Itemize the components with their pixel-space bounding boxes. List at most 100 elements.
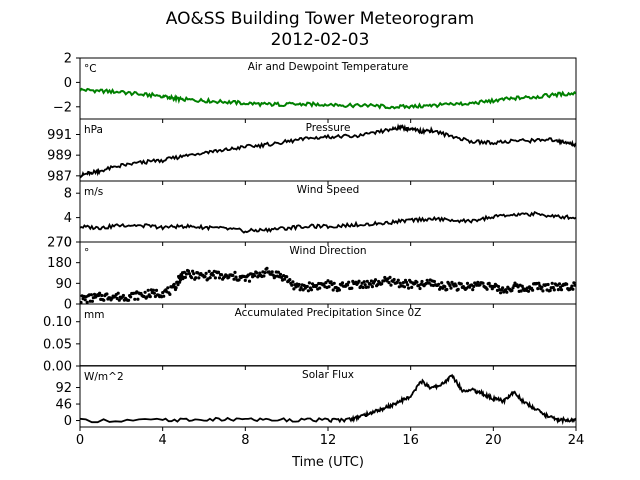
data-point [504, 288, 508, 292]
data-point [476, 280, 480, 284]
data-point [410, 285, 414, 289]
data-point [456, 287, 460, 291]
data-point [291, 280, 295, 284]
chart-title: AO&SS Building Tower Meteorogram [166, 9, 474, 29]
data-point [85, 300, 89, 304]
data-point [432, 279, 436, 284]
y-tick-label: 0.10 [43, 315, 72, 330]
data-point [187, 272, 192, 276]
data-point [186, 269, 191, 273]
chart-subtitle: 2012-02-03 [271, 30, 370, 50]
x-tick-label: 20 [485, 433, 502, 448]
data-point [299, 286, 303, 290]
data-point [573, 283, 576, 287]
panel-unit: ° [84, 247, 89, 259]
data-point [89, 293, 93, 297]
data-point [232, 277, 236, 281]
data-point [309, 288, 314, 292]
data-point [175, 280, 179, 284]
data-point [327, 285, 331, 289]
series-line-wind_speed [80, 211, 576, 234]
data-point [310, 282, 315, 286]
panel-unit: mm [84, 309, 104, 321]
data-point [437, 282, 441, 286]
data-point [388, 275, 392, 279]
y-tick-label: 8 [64, 187, 72, 202]
x-tick-label: 16 [402, 433, 419, 448]
data-point [102, 298, 106, 302]
y-tick-label: 0 [64, 76, 72, 91]
data-point [365, 279, 369, 283]
panel-unit: hPa [84, 124, 103, 136]
data-point [116, 291, 120, 295]
data-point [279, 275, 284, 279]
data-point [329, 280, 333, 284]
data-point [481, 281, 485, 285]
data-point [172, 282, 176, 286]
data-point [557, 282, 562, 286]
y-tick-label: 180 [47, 256, 72, 271]
data-point [373, 278, 378, 282]
data-point [143, 290, 147, 294]
data-point [471, 288, 475, 292]
x-tick-label: 24 [568, 433, 585, 448]
data-point [146, 288, 150, 292]
data-point [263, 271, 267, 275]
y-tick-label: 270 [47, 236, 72, 251]
data-point [136, 297, 140, 301]
data-point [440, 281, 444, 285]
data-point [217, 276, 222, 280]
y-tick-label: −2 [53, 100, 72, 115]
data-point [369, 279, 373, 283]
series-line-temp [80, 87, 576, 110]
data-point [501, 286, 505, 290]
panel-solar: 92 460 W/m^2 Solar Flux [55, 365, 577, 431]
data-point [265, 266, 269, 270]
data-point [237, 278, 241, 282]
data-point [262, 274, 266, 278]
data-point [357, 279, 361, 283]
data-point [425, 278, 429, 282]
y-tick-label: 0 [64, 414, 72, 429]
data-point [510, 288, 514, 293]
data-point [151, 288, 155, 292]
x-axis-label: Time (UTC) [291, 455, 364, 470]
data-point [559, 288, 564, 292]
panel-title: Accumulated Precipitation Since 0Z [235, 307, 422, 319]
series-line-solar [80, 373, 576, 426]
data-point [541, 289, 545, 293]
data-point [572, 281, 576, 285]
data-point [162, 294, 166, 298]
data-point [389, 283, 393, 287]
data-point [315, 283, 319, 288]
panel-precip: 0.10 0.05 0.00 mm Accumulated Precipitation … [43, 303, 577, 375]
data-point [449, 286, 453, 290]
data-point [121, 293, 125, 298]
data-point [318, 286, 322, 290]
data-point [380, 282, 384, 286]
panels-group: 2 0 −2 °C Air and Dewpoint Temperature 991 989… [43, 52, 577, 431]
data-point [340, 281, 345, 285]
panel-unit: °C [84, 63, 97, 75]
data-point [231, 273, 235, 277]
data-point [168, 292, 172, 296]
data-point [407, 286, 411, 290]
data-point [552, 288, 556, 292]
data-point [406, 283, 410, 287]
data-point [404, 280, 409, 284]
data-point [278, 272, 283, 276]
data-point [346, 283, 350, 287]
data-point [366, 285, 370, 289]
data-point [129, 295, 133, 299]
panel-wind_speed: 8 4 0 m/s Wind Speed [64, 180, 577, 251]
data-point [98, 291, 102, 295]
data-point [197, 276, 201, 280]
series-points-wind_dir [80, 266, 576, 304]
y-tick-label: 4 [64, 211, 72, 226]
data-point [148, 295, 152, 299]
data-point [571, 287, 575, 291]
data-point [276, 270, 280, 274]
x-tick-label: 8 [241, 433, 249, 448]
data-point [220, 273, 224, 277]
panel-temp: 2 0 −2 °C Air and Dewpoint Temperature [53, 52, 577, 123]
